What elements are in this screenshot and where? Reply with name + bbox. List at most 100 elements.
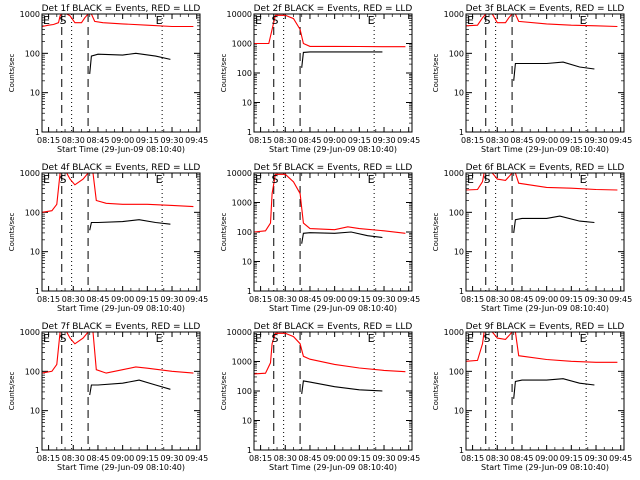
x-tick-label: 09:00 [111,295,134,304]
y-axis-label: Counts/sec [8,372,16,411]
events-series-line [89,379,171,396]
x-tick-label: 08:45 [510,295,533,304]
x-tick-label: 08:45 [510,136,533,145]
x-tick-label: 08:45 [86,136,109,145]
marker-label-s: S [59,14,66,27]
x-tick-label: 09:45 [609,136,632,145]
x-axis-label: Start Time (29-Jun-09 08:10:40) [481,304,609,313]
chart-panel-3: Det 3f BLACK = Events, RED = LLD 1 10 100 10… [432,4,632,154]
y-tick-label: 100 [449,367,464,376]
marker-label-e-start: E [467,14,474,27]
x-tick-label: 09:00 [323,136,346,145]
lld-series-line [466,173,618,191]
x-tick-label: 08:30 [62,295,85,304]
y-tick-label: 1000 [232,199,252,208]
x-tick-label: 09:15 [348,454,371,463]
y-tick-label: 100 [237,69,252,78]
marker-label-e-start: E [467,332,474,345]
series-group [254,173,406,244]
x-tick-label: 08:15 [249,295,272,304]
marker-label-e-start: E [255,332,262,345]
x-tick-label: 08:30 [62,136,85,145]
marker-label-s: S [271,173,278,186]
chart-panel-9: Det 9f BLACK = Events, RED = LLD 1 10 100 10… [432,322,632,472]
marker-label-s: S [483,173,490,186]
events-series-line [89,52,171,74]
x-tick-label: 08:30 [486,454,509,463]
y-tick-label: 1 [35,128,40,137]
x-tick-label: 09:00 [323,454,346,463]
x-axis-label: Start Time (29-Jun-09 08:10:40) [269,145,397,154]
x-tick-label: 09:30 [584,454,607,463]
y-tick-label: 10 [454,407,464,416]
marker-label-e-start: E [43,173,50,186]
x-tick-label: 08:15 [461,454,484,463]
y-tick-label: 10000 [227,328,252,337]
y-tick-label: 1000 [20,10,40,19]
x-tick-label: 08:30 [486,136,509,145]
y-axis-label: Counts/sec [220,54,228,93]
y-axis-label: Counts/sec [220,213,228,252]
x-tick-label: 09:15 [136,454,159,463]
plot-frame [253,172,413,292]
marker-label-e-end: E [580,173,587,186]
y-tick-label: 10000 [227,169,252,178]
x-tick-label: 09:30 [372,454,395,463]
lld-series-line [42,173,194,213]
chart-panel-8: Det 8f BLACK = Events, RED = LLD 1 10 100 10… [220,322,420,472]
y-axis-label: Counts/sec [220,372,228,411]
events-series-line [513,61,595,81]
x-tick-label: 09:00 [535,136,558,145]
y-tick-label: 100 [449,49,464,58]
chart-title: Det 9f BLACK = Events, RED = LLD [466,322,625,332]
x-axis-label: Start Time (29-Jun-09 08:10:40) [57,145,185,154]
x-tick-label: 09:15 [560,295,583,304]
x-axis-label: Start Time (29-Jun-09 08:10:40) [57,304,185,313]
chart-title: Det 2f BLACK = Events, RED = LLD [254,4,413,14]
x-tick-label: 09:30 [160,454,183,463]
chart-panel-6: Det 6f BLACK = Events, RED = LLD 1 10 100 10… [432,163,632,313]
x-tick-label: 08:45 [510,454,533,463]
x-tick-label: 08:30 [274,454,297,463]
x-tick-label: 08:30 [274,295,297,304]
x-tick-label: 09:15 [348,295,371,304]
x-tick-label: 09:15 [560,454,583,463]
lld-series-line [42,332,194,374]
x-tick-label: 09:45 [397,136,420,145]
marker-label-s: S [483,332,490,345]
y-tick-label: 1000 [20,169,40,178]
x-tick-label: 09:30 [584,295,607,304]
x-axis-label: Start Time (29-Jun-09 08:10:40) [481,145,609,154]
x-tick-label: 09:15 [136,295,159,304]
x-tick-label: 08:45 [298,295,321,304]
series-group [42,173,194,231]
y-tick-label: 100 [25,49,40,58]
series-group [466,14,618,81]
marker-label-e-end: E [580,332,587,345]
lld-series-line [466,14,618,28]
y-tick-label: 100 [237,228,252,237]
x-tick-label: 08:15 [37,454,60,463]
x-tick-label: 08:15 [249,136,272,145]
y-tick-label: 10 [30,407,40,416]
y-tick-label: 100 [237,387,252,396]
y-axis-label: Counts/sec [8,54,16,93]
marker-label-s: S [59,173,66,186]
marker-label-e-start: E [255,173,262,186]
marker-label-s: S [59,332,66,345]
y-tick-label: 1 [459,128,464,137]
chart-title: Det 3f BLACK = Events, RED = LLD [466,4,625,14]
events-series-line [89,219,171,231]
x-axis-label: Start Time (29-Jun-09 08:10:40) [269,304,397,313]
y-tick-label: 1000 [232,40,252,49]
plot-frame [253,331,413,451]
y-tick-label: 1 [247,287,252,296]
marker-label-e-end: E [368,173,375,186]
marker-label-e-end: E [368,14,375,27]
chart-title: Det 7f BLACK = Events, RED = LLD [42,322,201,332]
x-axis-label: Start Time (29-Jun-09 08:10:40) [57,463,185,472]
plot-frame [465,331,625,451]
x-tick-label: 08:30 [486,295,509,304]
x-tick-label: 09:30 [160,295,183,304]
plot-frame [41,13,201,133]
